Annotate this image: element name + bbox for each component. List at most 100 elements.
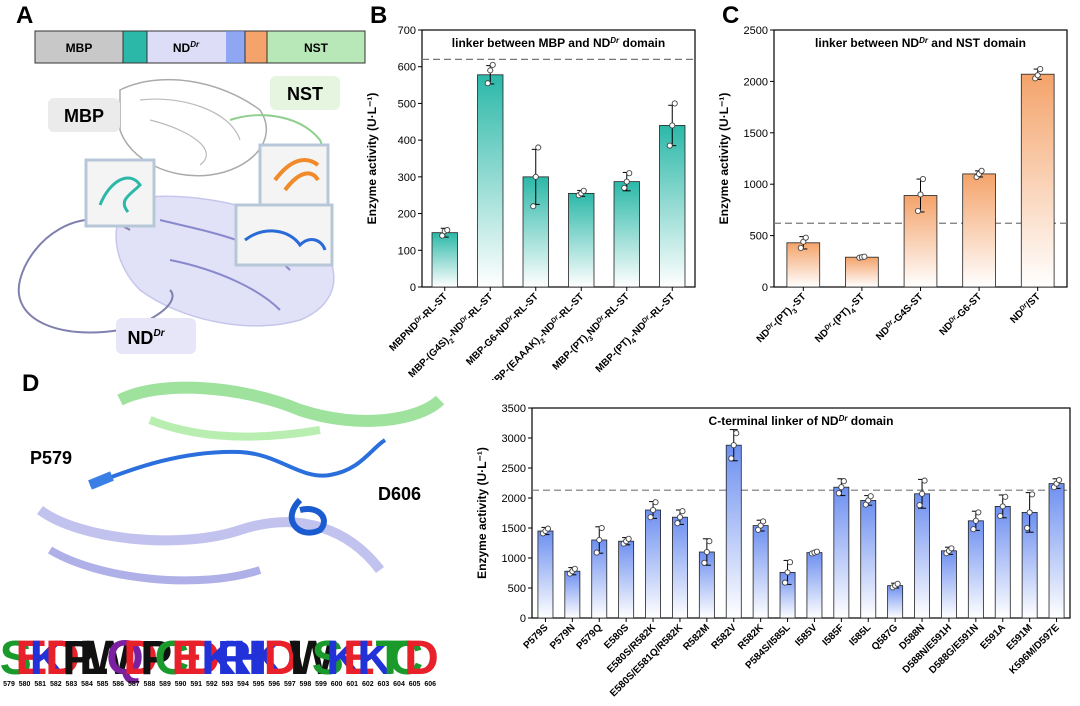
data-point xyxy=(626,170,633,177)
logo-position: 604 xyxy=(393,681,405,688)
logo-position: 586 xyxy=(112,681,124,688)
data-point xyxy=(671,100,678,107)
logo-letter: D xyxy=(404,632,439,685)
linker-inset-blue xyxy=(234,203,334,267)
logo-position: 584 xyxy=(81,681,93,688)
bar xyxy=(613,181,640,288)
y-tick-label: 700 xyxy=(398,25,416,37)
data-point xyxy=(625,535,632,542)
linker-end-label: D606 xyxy=(378,484,421,504)
logo-letter: K xyxy=(30,632,65,685)
x-tick-label: Q587G xyxy=(870,622,901,653)
logo-letter: S xyxy=(312,632,344,685)
domain-bar: MBP NDDr NST xyxy=(34,30,366,64)
logo-position: 583 xyxy=(66,681,78,688)
bar xyxy=(962,173,996,288)
y-tick-label: 1500 xyxy=(502,523,526,535)
logo-letter: D xyxy=(264,632,299,685)
data-point xyxy=(701,559,708,566)
data-point xyxy=(730,442,737,449)
data-point xyxy=(835,490,842,497)
x-tick-label: MBP-(G4S)2-NDDr-RL-ST xyxy=(406,291,497,380)
data-point xyxy=(972,517,979,524)
y-tick-label: 2000 xyxy=(744,76,768,88)
logo-position: 590 xyxy=(175,681,187,688)
logo-letter: D xyxy=(45,632,80,685)
logo-position: 597 xyxy=(284,681,296,688)
data-point xyxy=(1024,524,1031,532)
logo-position: 605 xyxy=(409,681,421,688)
data-point xyxy=(867,493,874,500)
logo-letter: K xyxy=(357,632,392,685)
data-point xyxy=(797,244,804,251)
panel-label-d: D xyxy=(22,370,40,397)
data-point xyxy=(621,184,628,191)
y-tick-label: 2500 xyxy=(744,25,768,37)
bar xyxy=(1020,73,1055,288)
logo-position: 594 xyxy=(237,681,249,688)
y-tick-label: 3500 xyxy=(502,403,526,415)
data-point xyxy=(706,538,713,545)
domain-nst-label: NST xyxy=(304,41,329,55)
bar xyxy=(618,540,635,619)
logo-position: 602 xyxy=(362,681,374,688)
x-tick-label: MBP-(PT)4-NDDr-RL-ST xyxy=(593,291,679,377)
y-tick-label: 400 xyxy=(398,135,416,147)
y-tick-label: 0 xyxy=(520,613,526,625)
plot-frame-d xyxy=(531,407,1071,619)
chart-b-ylabel: Enzyme activity (U·L⁻¹) xyxy=(365,93,379,225)
chart-b-title: linker between MBP and NDDr domain xyxy=(452,36,665,51)
data-point xyxy=(623,178,630,185)
x-tick-label: P579S xyxy=(522,622,551,651)
data-point xyxy=(760,518,767,525)
x-tick-label: E591A xyxy=(978,622,1007,651)
x-tick-label: NDDr-(PT)3-ST xyxy=(754,291,810,347)
data-point xyxy=(1034,72,1041,79)
data-point xyxy=(978,167,985,174)
data-point xyxy=(571,565,578,572)
logo-letter: E xyxy=(15,632,47,685)
data-point xyxy=(487,67,494,74)
panel-label-b: B xyxy=(370,2,388,29)
plot-frame-b xyxy=(421,29,696,288)
data-point xyxy=(802,234,809,241)
structure-mbp-label: MBP xyxy=(64,106,104,126)
data-point xyxy=(649,506,657,514)
y-tick-label: 200 xyxy=(398,209,416,221)
data-point xyxy=(921,477,928,484)
chart-c-ylabel: Enzyme activity (U·L⁻¹) xyxy=(717,93,731,225)
nd-label-box xyxy=(116,318,196,354)
mbp-label-box xyxy=(48,98,120,132)
data-point xyxy=(975,509,982,516)
bar xyxy=(887,585,904,619)
y-tick-label: 500 xyxy=(398,98,416,110)
data-point xyxy=(647,514,654,521)
bar xyxy=(967,520,984,619)
data-point xyxy=(916,502,923,509)
data-point xyxy=(1026,509,1033,516)
bar xyxy=(860,500,877,619)
y-tick-label: 1000 xyxy=(744,179,768,191)
bar xyxy=(568,192,595,288)
logo-letter: P xyxy=(140,632,172,685)
logo-position: 600 xyxy=(331,681,343,688)
linker-start-label: P579 xyxy=(30,448,72,468)
y-tick-label: 0 xyxy=(410,282,416,294)
logo-position: 591 xyxy=(190,681,202,688)
logo-position: 588 xyxy=(144,681,156,688)
logo-position: 592 xyxy=(206,681,218,688)
y-tick-label: 0 xyxy=(762,282,768,294)
y-tick-label: 2500 xyxy=(502,463,526,475)
panel-a-structure: MBP NDDr NST MBP NST NDDr xyxy=(17,30,366,354)
panel-label-c: C xyxy=(722,2,740,29)
domain-mbp-label: MBP xyxy=(66,41,93,55)
bar xyxy=(941,550,957,619)
data-point xyxy=(676,514,683,521)
logo-position: 603 xyxy=(378,681,390,688)
x-tick-label: I585F xyxy=(821,622,847,648)
data-point xyxy=(703,548,710,556)
logo-position: 587 xyxy=(128,681,140,688)
logo-letter: E xyxy=(343,632,375,685)
logo-letter: R xyxy=(217,632,252,685)
